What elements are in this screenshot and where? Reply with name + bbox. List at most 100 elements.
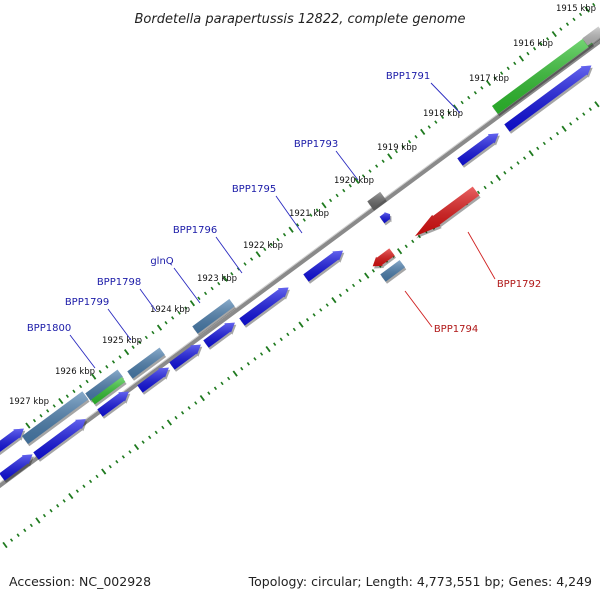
tick-mark (309, 213, 313, 217)
tick-mark (361, 174, 366, 178)
tick-mark (236, 267, 241, 271)
tick-mark (105, 365, 109, 369)
tick-mark (522, 156, 527, 160)
tick-mark (381, 159, 385, 163)
cds-block[interactable] (457, 133, 500, 168)
gene-block[interactable] (380, 260, 407, 284)
gene-label-bpp1792[interactable]: BPP1792 (497, 279, 541, 290)
tick-mark (240, 366, 244, 371)
gene-block[interactable] (85, 369, 125, 403)
tick-mark (387, 153, 393, 160)
tick-mark (503, 171, 507, 175)
tick-mark (197, 296, 201, 301)
kbp-label: 1917 kbp (469, 74, 509, 84)
gene-block[interactable] (192, 299, 236, 336)
gene-label-bpp1799[interactable]: BPP1799 (65, 297, 109, 308)
tick-mark (243, 262, 247, 266)
tick-mark (506, 66, 510, 71)
kbp-label: 1920 kbp (334, 176, 374, 186)
tick-mark (582, 112, 586, 116)
tick-mark (166, 419, 173, 426)
tick-mark (144, 335, 148, 340)
reverse-cds-block[interactable] (414, 186, 481, 239)
kbp-label: 1923 kbp (197, 274, 237, 284)
tick-mark (364, 272, 370, 279)
tick-mark (269, 242, 273, 247)
tick-mark (82, 484, 86, 488)
gene-leader-line (335, 150, 359, 181)
gene-leader-line (69, 334, 96, 369)
cds-block[interactable] (137, 367, 171, 395)
tick-mark (138, 340, 142, 345)
kbp-label: 1922 kbp (243, 241, 283, 251)
tick-mark (447, 110, 451, 115)
gene-label-bpp1794[interactable]: BPP1794 (434, 324, 478, 335)
cds-block[interactable] (239, 287, 290, 328)
cds-block[interactable] (303, 250, 345, 284)
tick-mark (131, 345, 135, 349)
tick-mark (263, 247, 267, 252)
pseudo-block[interactable] (367, 191, 387, 211)
tick-mark (493, 76, 497, 80)
tick-mark (16, 533, 20, 537)
cds-block[interactable] (379, 212, 392, 226)
gene-label-glnq[interactable]: glnQ (150, 256, 173, 267)
tick-mark (32, 418, 37, 423)
tick-mark (296, 223, 300, 227)
tick-mark (584, 6, 590, 13)
tick-mark (578, 12, 583, 17)
cds-block[interactable] (504, 65, 593, 134)
tick-mark (516, 161, 520, 165)
rna-block[interactable] (91, 377, 127, 407)
tick-mark (572, 17, 576, 22)
gene-label-bpp1793[interactable]: BPP1793 (294, 139, 338, 150)
tick-mark (9, 538, 14, 542)
tick-mark (115, 460, 119, 464)
tick-mark (328, 198, 333, 203)
cds-block[interactable] (0, 454, 34, 483)
gene-label-bpp1795[interactable]: BPP1795 (232, 184, 276, 195)
tick-mark (368, 169, 372, 173)
tick-mark (255, 251, 261, 258)
cds-block[interactable] (97, 391, 131, 419)
tick-mark (312, 313, 316, 317)
tick-mark (542, 141, 546, 146)
tick-mark (298, 321, 304, 328)
kbp-label: 1927 kbp (9, 397, 49, 407)
tick-mark (98, 369, 102, 374)
cds-block[interactable] (33, 419, 88, 462)
tick-mark (480, 86, 484, 90)
gene-label-bpp1791[interactable]: BPP1791 (386, 71, 430, 82)
rna-block[interactable] (492, 35, 595, 117)
tick-mark (187, 406, 191, 410)
tick-mark (513, 61, 517, 66)
outer-tick-ring (0, 2, 596, 447)
tick-mark (58, 397, 64, 405)
gene-label-bpp1796[interactable]: BPP1796 (173, 225, 217, 236)
tick-mark (184, 306, 188, 310)
cds-block[interactable] (0, 428, 26, 456)
gene-block[interactable] (582, 26, 600, 48)
tick-mark (118, 355, 122, 359)
tick-mark (319, 308, 323, 312)
gene-leader-line (215, 236, 243, 274)
tick-mark (213, 386, 218, 391)
gene-block[interactable] (22, 391, 90, 447)
tick-mark (460, 100, 464, 105)
cds-block[interactable] (169, 344, 203, 372)
tick-mark (35, 517, 41, 524)
tick-mark (199, 394, 205, 402)
gene-label-bpp1800[interactable]: BPP1800 (27, 323, 71, 334)
tick-mark (414, 135, 418, 139)
tick-mark (325, 303, 329, 307)
tick-mark (174, 415, 178, 420)
tick-mark (128, 450, 132, 454)
gene-label-bpp1798[interactable]: BPP1798 (97, 277, 141, 288)
gene-block[interactable] (127, 347, 167, 381)
reverse-cds-block[interactable] (372, 248, 396, 269)
tick-mark (396, 248, 403, 255)
tick-mark (555, 131, 560, 136)
tick-mark (203, 291, 208, 296)
cds-block[interactable] (203, 322, 237, 350)
tick-mark (315, 208, 319, 212)
